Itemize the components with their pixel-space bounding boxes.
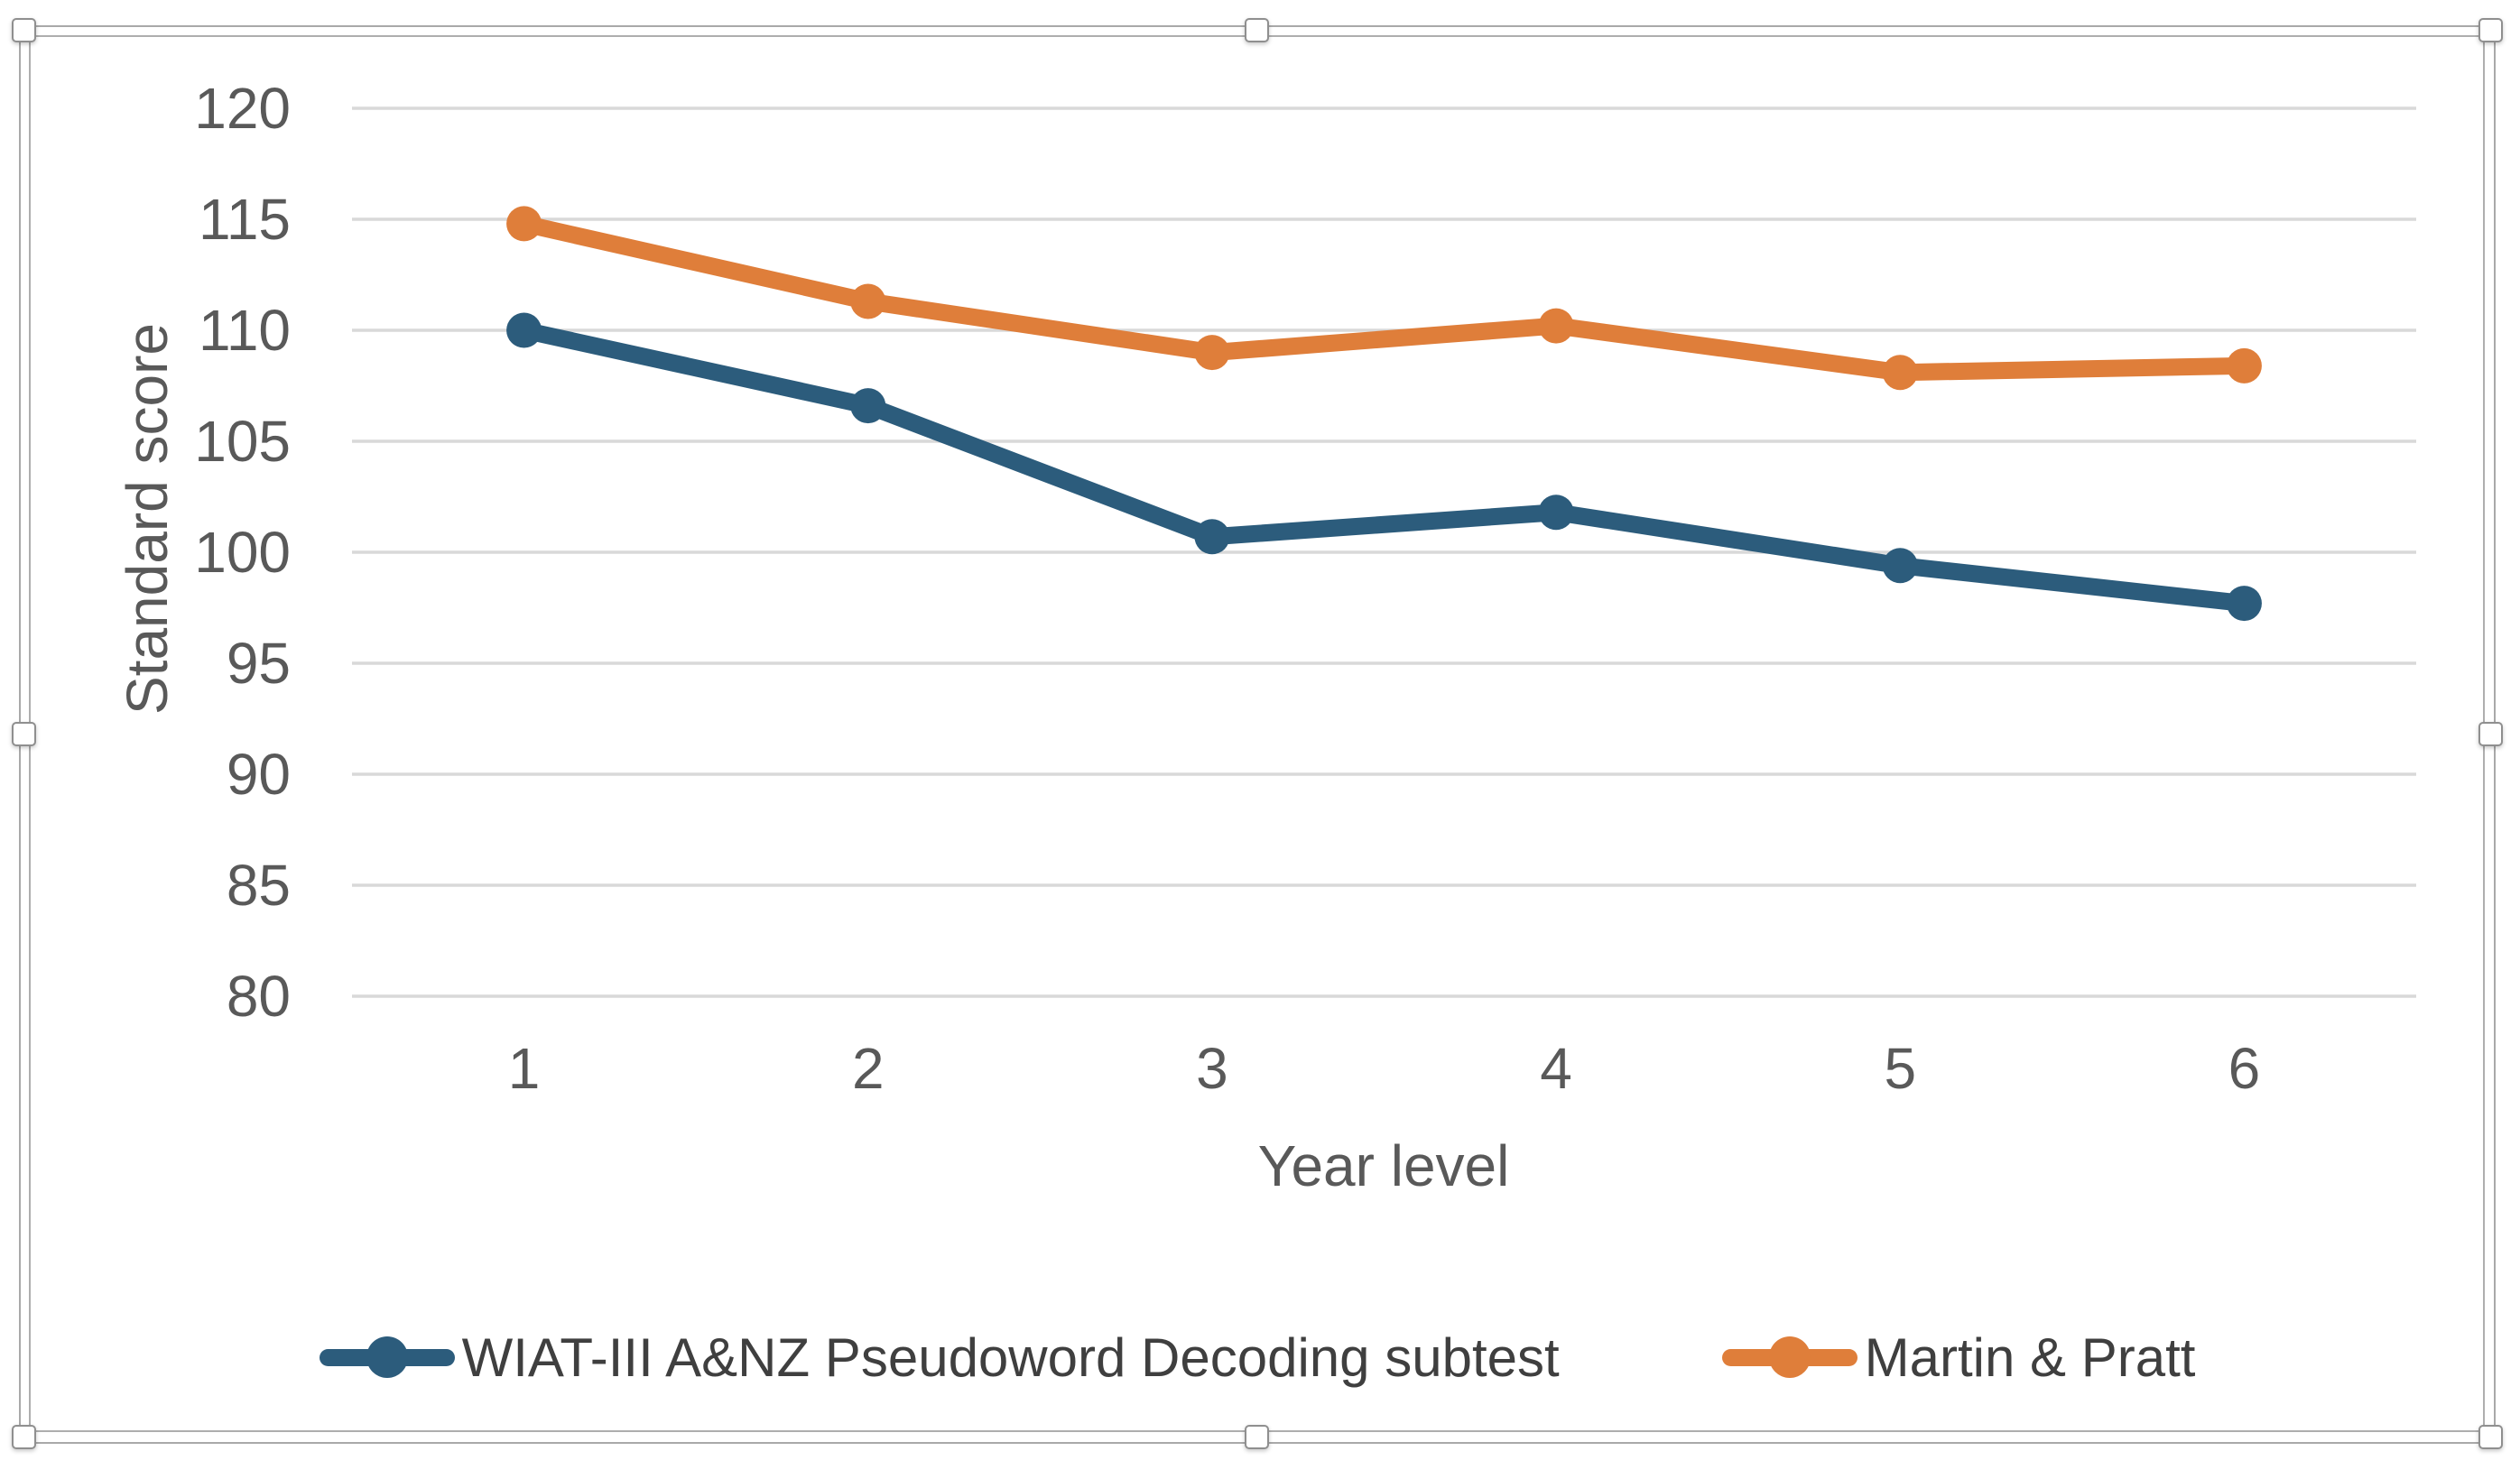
selection-handle-middle-left[interactable] — [12, 722, 36, 746]
series-0-marker-year-6[interactable] — [2226, 586, 2262, 622]
y-tick-label-85: 85 — [226, 853, 291, 918]
selection-handle-middle-right[interactable] — [2478, 722, 2503, 746]
series-0-marker-year-4[interactable] — [1538, 495, 1574, 531]
x-tick-label-4: 4 — [1540, 1036, 1572, 1101]
series-0-marker-year-3[interactable] — [1194, 519, 1230, 555]
series-0-marker-year-5[interactable] — [1882, 548, 1918, 584]
legend-label-series-0: WIAT-III A&NZ Pseudoword Decoding subtes… — [461, 1326, 1560, 1388]
y-tick-label-110: 110 — [198, 298, 291, 363]
x-tick-label-1: 1 — [507, 1036, 541, 1101]
y-tick-label-120: 120 — [194, 76, 291, 141]
x-axis-title: Year level — [1257, 1133, 1510, 1198]
legend-marker-dot-series-0 — [366, 1336, 408, 1378]
series-1-marker-year-6[interactable] — [2226, 347, 2262, 384]
y-tick-label-105: 105 — [194, 409, 291, 474]
legend-marker-series-1 — [1721, 1336, 1858, 1378]
chart-legend: WIAT-III A&NZ Pseudoword Decoding subtes… — [19, 1310, 2496, 1404]
selection-handle-top-right[interactable] — [2478, 18, 2503, 42]
x-tick-label-3: 3 — [1196, 1036, 1228, 1101]
legend-marker-dot-series-1 — [1768, 1336, 1811, 1378]
series-0-marker-year-2[interactable] — [850, 388, 886, 424]
selection-handle-bottom-middle[interactable] — [1245, 1425, 1269, 1449]
selection-handle-bottom-right[interactable] — [2478, 1425, 2503, 1449]
series-1-marker-year-1[interactable] — [506, 206, 542, 242]
legend-item-series-1[interactable]: Martin & Pratt — [1721, 1326, 2196, 1389]
series-1-marker-year-4[interactable] — [1538, 308, 1574, 344]
selection-handle-top-middle[interactable] — [1245, 18, 1269, 42]
x-tick-label-5: 5 — [1884, 1036, 1917, 1101]
legend-item-series-0[interactable]: WIAT-III A&NZ Pseudoword Decoding subtes… — [319, 1326, 1560, 1389]
selection-handle-bottom-left[interactable] — [12, 1425, 36, 1449]
y-tick-label-115: 115 — [198, 187, 291, 252]
series-1-marker-year-5[interactable] — [1882, 355, 1918, 391]
series-0-marker-year-1[interactable] — [506, 312, 542, 348]
series-line-0[interactable] — [515, 321, 2253, 613]
legend-label-series-1: Martin & Pratt — [1864, 1326, 2196, 1388]
y-tick-label-95: 95 — [226, 631, 291, 696]
y-tick-label-80: 80 — [226, 964, 291, 1029]
y-tick-label-100: 100 — [194, 520, 291, 585]
series-line-1[interactable] — [515, 215, 2253, 382]
y-axis-title: Standard score — [115, 322, 180, 716]
y-tick-label-90: 90 — [226, 742, 291, 807]
legend-marker-series-0 — [319, 1336, 455, 1378]
x-tick-label-2: 2 — [851, 1036, 885, 1101]
series-1-marker-year-2[interactable] — [850, 283, 886, 319]
series-1-marker-year-3[interactable] — [1194, 335, 1230, 371]
x-tick-label-6: 6 — [2228, 1036, 2261, 1101]
selection-handle-top-left[interactable] — [12, 18, 36, 42]
